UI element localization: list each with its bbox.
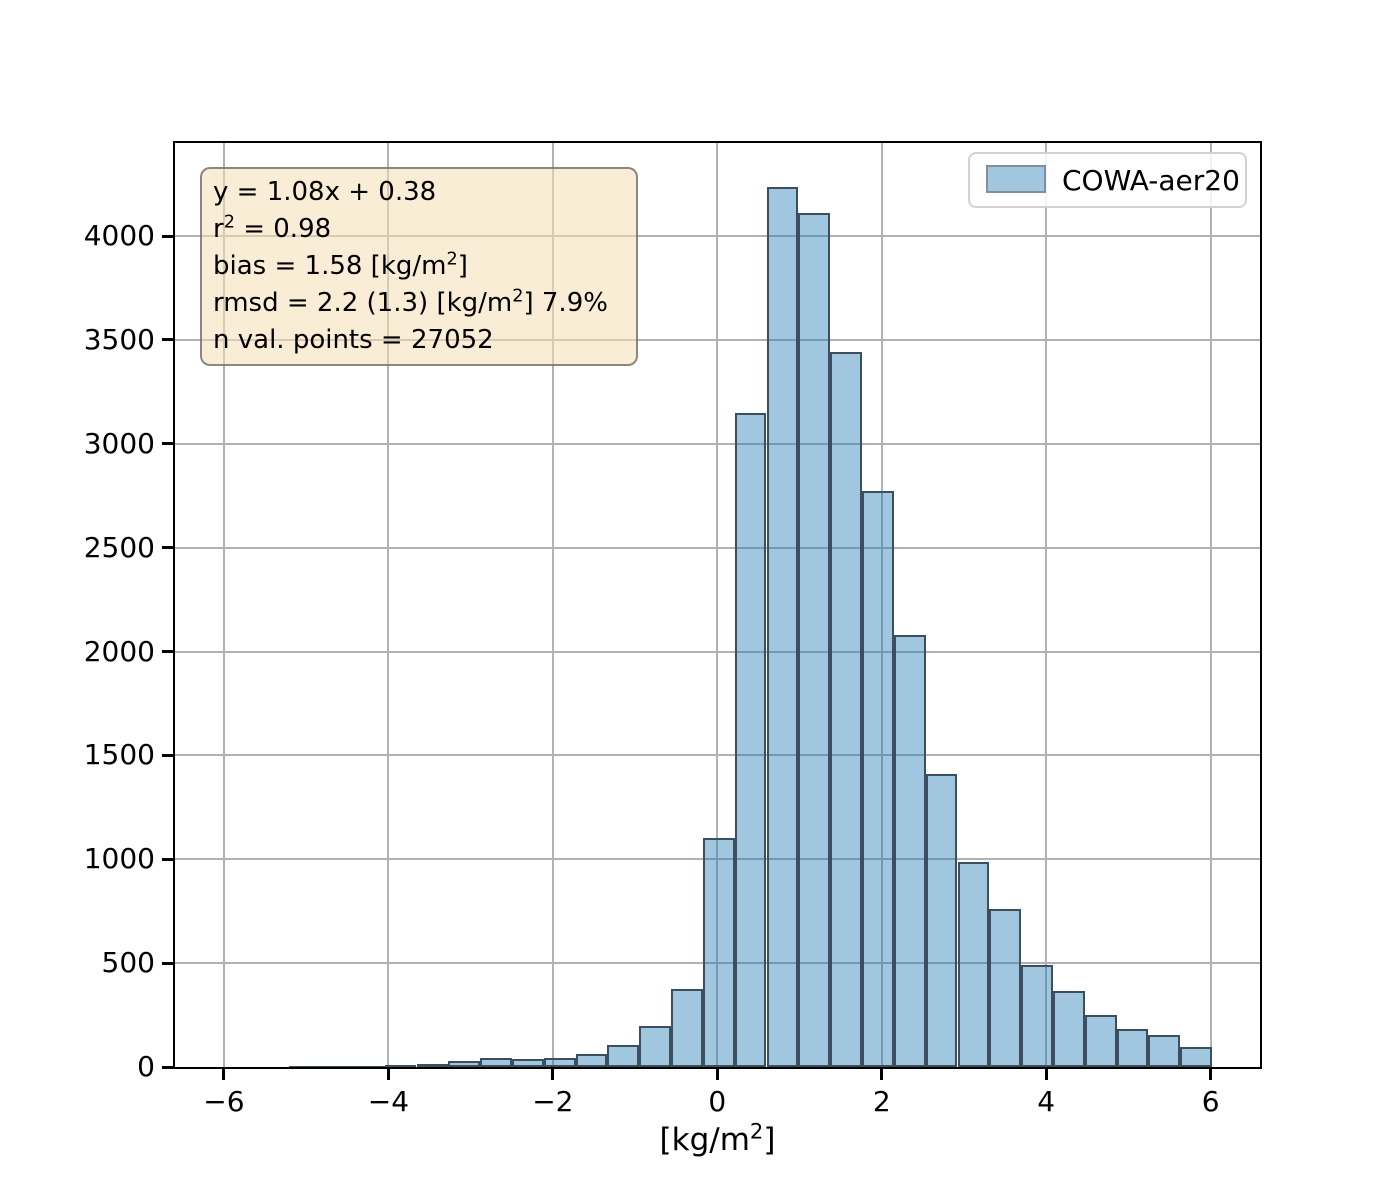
x-tick-mark (551, 1069, 555, 1080)
x-tick-label: −2 (532, 1085, 574, 1118)
x-tick-label: 0 (708, 1085, 727, 1118)
stats-annotation-box: y = 1.08x + 0.38 r2 = 0.98 bias = 1.58 [kg… (200, 167, 638, 366)
histogram-bar (798, 213, 831, 1067)
histogram-bar (893, 634, 926, 1067)
y-tick-mark (162, 1065, 173, 1069)
y-tick-label: 2000 (83, 634, 155, 668)
stats-line-run: n val. points = 27052 (213, 325, 494, 355)
x-tick-label: 4 (1037, 1085, 1056, 1118)
x-axis-label-sup: 2 (749, 1118, 764, 1144)
y-tick-label: 3000 (83, 426, 155, 460)
y-tick-mark (162, 338, 173, 342)
stats-line-run: bias = 1.58 [kg/m (213, 251, 447, 281)
x-tick-mark (222, 1069, 226, 1080)
histogram-bar (512, 1059, 544, 1067)
x-tick-mark (1044, 1069, 1048, 1080)
stats-line-run: ] 7.9% (523, 288, 608, 318)
y-tick-label: 500 (101, 946, 155, 980)
x-axis-label-run: ] (763, 1122, 776, 1158)
y-tick-mark (162, 753, 173, 757)
stats-line: bias = 1.58 [kg/m2] (213, 248, 625, 285)
y-tick-mark (162, 857, 173, 861)
x-tick-mark (1209, 1069, 1213, 1080)
x-gridline (551, 143, 554, 1067)
legend-swatch (986, 165, 1046, 193)
histogram-bar (830, 352, 862, 1067)
x-tick-mark (880, 1069, 884, 1080)
stats-line-sup: 2 (446, 249, 458, 270)
histogram-bar (480, 1058, 512, 1067)
histogram-bar (289, 1066, 321, 1068)
legend: COWA-aer20 (968, 152, 1247, 208)
histogram-bar (448, 1060, 481, 1067)
stats-line: r2 = 0.98 (213, 211, 625, 248)
histogram-bar (766, 187, 799, 1067)
histogram-bar (352, 1065, 385, 1067)
legend-label: COWA-aer20 (1062, 163, 1240, 197)
histogram-bar (734, 412, 767, 1067)
histogram-bar (416, 1063, 449, 1067)
y-tick-mark (162, 650, 173, 654)
x-tick-mark (386, 1069, 390, 1080)
plot-area: y = 1.08x + 0.38 r2 = 0.98 bias = 1.58 [kg… (173, 141, 1262, 1069)
x-axis-label-run: [kg/m (659, 1122, 750, 1158)
histogram-bar (957, 862, 990, 1067)
y-tick-label: 3500 (83, 322, 155, 356)
y-tick-label: 0 (137, 1050, 155, 1083)
x-gridline (716, 143, 719, 1067)
x-axis-label: [kg/m2] (173, 1118, 1262, 1162)
histogram-bar (1148, 1034, 1181, 1067)
histogram-bar (1084, 1015, 1117, 1067)
histogram-bar (1052, 991, 1085, 1067)
x-tick-label: −6 (203, 1085, 245, 1118)
x-gridline (387, 143, 390, 1067)
stats-line-run: rmsd = 2.2 (1.3) [kg/m (213, 288, 513, 318)
histogram-bar (1021, 964, 1053, 1067)
x-gridline (880, 143, 883, 1067)
stats-line: rmsd = 2.2 (1.3) [kg/m2] 7.9% (213, 285, 625, 322)
stats-line-run: ] (457, 251, 468, 281)
y-tick-mark (162, 961, 173, 965)
histogram-bar (639, 1026, 672, 1067)
y-tick-mark (162, 442, 173, 446)
y-tick-mark (162, 546, 173, 550)
stats-line: n val. points = 27052 (213, 322, 625, 359)
x-gridline (222, 143, 225, 1067)
stats-line: y = 1.08x + 0.38 (213, 174, 625, 211)
x-tick-label: 2 (872, 1085, 891, 1118)
histogram-bar (543, 1058, 576, 1067)
histogram-bar (1116, 1028, 1149, 1067)
histogram-bar (384, 1064, 417, 1067)
stats-line-run: r (213, 214, 224, 244)
histogram-bar (607, 1045, 640, 1067)
y-tick-label: 1500 (83, 738, 155, 772)
histogram-bar (989, 909, 1022, 1067)
y-tick-label: 4000 (83, 219, 155, 253)
x-gridline (1209, 143, 1212, 1067)
x-tick-mark (715, 1069, 719, 1080)
stats-line-run: = 0.98 (234, 214, 332, 244)
histogram-bar (671, 989, 703, 1067)
y-tick-label: 2500 (83, 530, 155, 564)
x-tick-label: 6 (1201, 1085, 1220, 1118)
y-tick-label: 1000 (83, 842, 155, 876)
stats-line-sup: 2 (512, 286, 524, 307)
y-tick-mark (162, 234, 173, 238)
histogram-bar (925, 774, 958, 1067)
stats-line-run: y = 1.08x + 0.38 (213, 177, 437, 207)
stats-line-sup: 2 (223, 212, 235, 233)
histogram-bar (702, 837, 735, 1067)
x-tick-label: −4 (367, 1085, 410, 1118)
x-gridline (1045, 143, 1048, 1067)
histogram-bar (575, 1054, 608, 1067)
histogram-bar (321, 1066, 353, 1067)
histogram-bar (862, 490, 894, 1067)
histogram-bar (1180, 1046, 1212, 1067)
